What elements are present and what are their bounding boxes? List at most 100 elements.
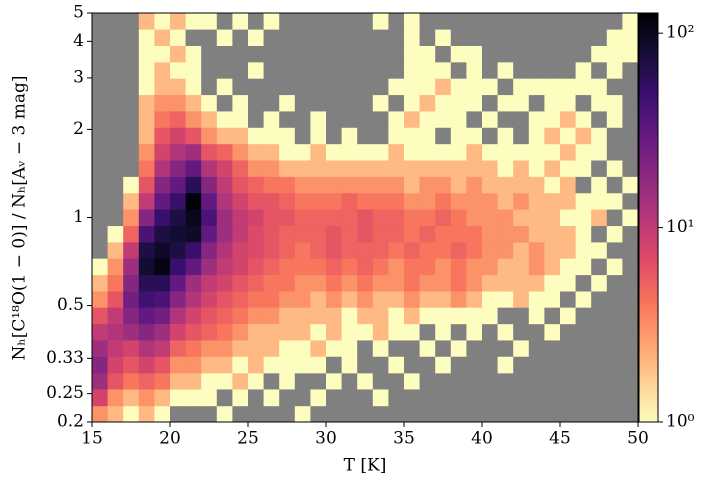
heatmap-cell [310,13,327,30]
heatmap-cell [294,373,311,390]
heatmap-cell [404,127,420,145]
x-tick-label: 45 [549,429,571,449]
heatmap-cell [372,94,389,112]
heatmap-cell [201,160,218,177]
heatmap-cell [404,389,420,407]
heatmap-cell [450,176,467,194]
heatmap-cell [372,242,389,259]
heatmap-cell [357,176,374,194]
heatmap-cell [170,78,186,96]
heatmap-cell [591,307,608,325]
heatmap-cell [107,62,124,79]
heatmap-cell [404,13,420,30]
heatmap-cell [575,111,592,128]
heatmap-cell [388,62,405,79]
heatmap-cell [622,62,639,79]
heatmap-cell [606,143,623,161]
heatmap-cell [622,225,639,243]
heatmap-cell [606,242,623,259]
heatmap-cell [528,13,545,30]
heatmap-cell [326,62,342,79]
heatmap-cell [92,127,108,145]
heatmap-cell [154,307,171,325]
heatmap-cell [591,242,608,259]
heatmap-cell [279,209,296,227]
heatmap-cell [528,242,545,259]
heatmap-cell [248,78,264,96]
heatmap-cell [185,274,202,292]
heatmap-cell [92,94,108,112]
heatmap-cell [372,356,389,374]
heatmap-cell [92,225,108,243]
heatmap-cell [372,127,389,145]
heatmap-cell [123,94,140,112]
heatmap-cell [528,45,545,63]
heatmap-cell [294,389,311,407]
heatmap-cell [435,111,452,128]
heatmap-cell [372,160,389,177]
heatmap-cell [263,340,280,357]
heatmap-cell [107,94,124,112]
heatmap-cell [232,356,249,374]
heatmap-cell [201,94,218,112]
heatmap-cell [419,225,436,243]
heatmap-cell [435,176,452,194]
heatmap-cell [482,192,498,210]
heatmap-cell [357,143,374,161]
heatmap-cell [435,13,452,30]
heatmap-cell [482,160,498,177]
heatmap-cell [560,356,576,374]
heatmap-cell [232,176,249,194]
heatmap-cell [419,242,436,259]
y-tick-label: 0.25 [46,383,84,403]
heatmap-cell [263,160,280,177]
heatmap-cell [544,111,561,128]
heatmap-cell [341,143,358,161]
heatmap-cell [138,127,155,145]
heatmap-cell [357,373,374,390]
heatmap-cell [248,176,264,194]
heatmap-cell [341,340,358,357]
heatmap-cell [107,29,124,46]
heatmap-cell [497,176,514,194]
heatmap-cell [372,209,389,227]
heatmap-cell [201,323,218,341]
heatmap-cell [326,160,342,177]
heatmap-cell [466,94,483,112]
heatmap-cell [482,373,498,390]
heatmap-cell [388,307,405,325]
heatmap-cell [357,209,374,227]
heatmap-cell [497,373,514,390]
heatmap-cell [357,340,374,357]
heatmap-cell [404,209,420,227]
heatmap-cell [560,323,576,341]
heatmap-cell [544,258,561,276]
heatmap-cell [154,356,171,374]
heatmap-cell [326,192,342,210]
y-axis-label: Nₕ[C¹⁸O(1 − 0)] / Nₕ[Aᵥ − 3 mag] [10,75,30,360]
heatmap-cell [560,94,576,112]
heatmap-cell [606,340,623,357]
heatmap-cell [419,192,436,210]
heatmap-cell [544,323,561,341]
heatmap-cell [154,111,171,128]
heatmap-cell [591,45,608,63]
heatmap-cell [185,45,202,63]
heatmap-cell [513,225,530,243]
heatmap-cell [185,323,202,341]
heatmap-cell [404,258,420,276]
heatmap-cell [372,62,389,79]
heatmap-cell [279,78,296,96]
heatmap-cell [528,405,545,423]
heatmap-cell [482,143,498,161]
heatmap-cell [513,405,530,423]
heatmap-cell [466,160,483,177]
heatmap-cell [248,209,264,227]
heatmap-cell [92,242,108,259]
heatmap-cell [513,323,530,341]
heatmap-cell [92,356,108,374]
heatmap-cell [138,94,155,112]
heatmap-cell [154,13,171,30]
heatmap-cell [123,307,140,325]
heatmap-cell [560,176,576,194]
